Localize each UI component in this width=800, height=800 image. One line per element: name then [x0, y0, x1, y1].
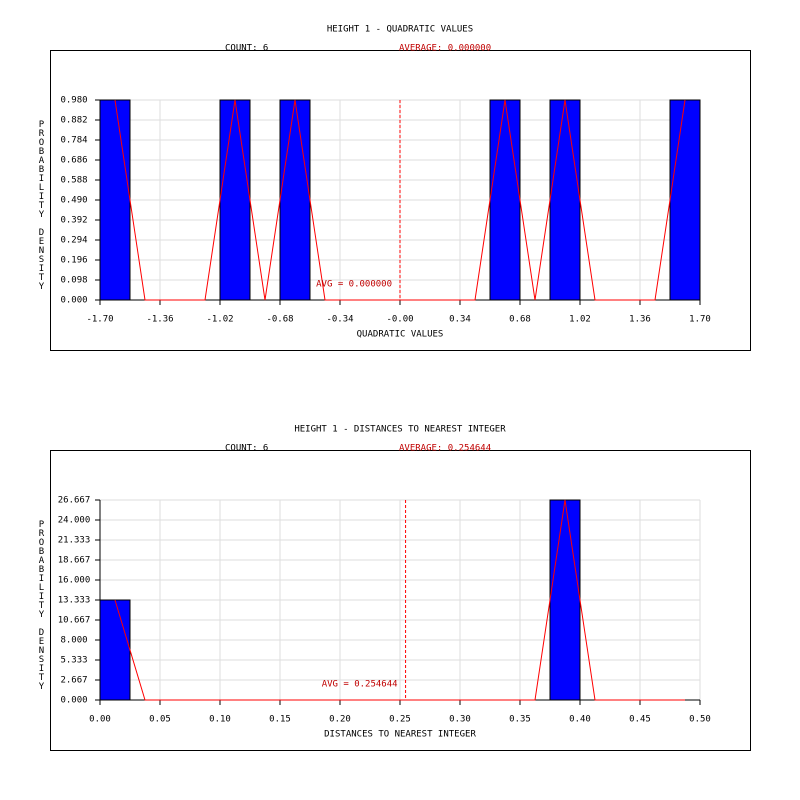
y-tick-label: 21.333	[58, 536, 91, 546]
y-tick-label: 0.000	[60, 696, 87, 706]
x-tick-label: -0.34	[326, 315, 353, 325]
bar	[219, 99, 251, 301]
x-tick-label: 1.02	[569, 315, 591, 325]
x-tick-label: 0.68	[509, 315, 531, 325]
y-axis-label: PROBABILITY DENSITY	[37, 520, 47, 691]
y-tick-label: 0.196	[60, 256, 87, 266]
x-tick-label: 1.36	[629, 315, 651, 325]
bar	[99, 99, 131, 301]
y-tick-label: 0.784	[60, 136, 87, 146]
bar	[549, 499, 581, 701]
x-tick-label: 0.15	[269, 715, 291, 725]
y-tick-label: 0.098	[60, 276, 87, 286]
x-tick-label: -1.70	[86, 315, 113, 325]
y-tick-label: 18.667	[58, 555, 91, 565]
chart-frame	[50, 50, 751, 351]
x-tick-label: -1.36	[146, 315, 173, 325]
average-label: AVERAGE: 0.254644	[399, 444, 491, 454]
x-tick-label: -1.02	[206, 315, 233, 325]
bar	[489, 99, 521, 301]
count-label: COUNT: 6	[225, 44, 268, 54]
count-label: COUNT: 6	[225, 444, 268, 454]
y-axis-label: PROBABILITY DENSITY	[37, 120, 47, 291]
x-tick-label: 0.50	[689, 715, 711, 725]
chart-title: HEIGHT 1 - DISTANCES TO NEAREST INTEGER	[294, 425, 506, 435]
y-tick-label: 0.392	[60, 216, 87, 226]
x-axis-label: QUADRATIC VALUES	[357, 330, 444, 340]
bar	[549, 99, 581, 301]
bar	[279, 99, 311, 301]
x-axis-label: DISTANCES TO NEAREST INTEGER	[324, 730, 476, 740]
y-tick-label: 0.294	[60, 236, 87, 246]
y-tick-label: 8.000	[60, 636, 87, 646]
x-tick-label: -0.68	[266, 315, 293, 325]
y-tick-label: 16.000	[58, 576, 91, 586]
bar	[99, 599, 131, 701]
frequency-polygon	[114, 99, 686, 301]
y-tick-label: 0.686	[60, 156, 87, 166]
y-tick-label: 26.667	[58, 496, 91, 506]
chart-frame	[50, 450, 751, 751]
x-tick-label: 0.34	[449, 315, 471, 325]
frequency-polygon	[114, 499, 685, 701]
y-tick-label: 0.980	[60, 96, 87, 106]
avg-label: AVG = 0.254644	[322, 680, 398, 690]
x-tick-label: 0.05	[149, 715, 171, 725]
x-tick-label: -0.00	[386, 315, 413, 325]
y-tick-label: 13.333	[58, 596, 91, 606]
x-tick-label: 0.35	[509, 715, 531, 725]
y-tick-label: 5.333	[60, 656, 87, 666]
y-tick-label: 0.882	[60, 116, 87, 126]
bar	[669, 99, 701, 301]
x-tick-label: 0.10	[209, 715, 231, 725]
avg-label: AVG = 0.000000	[316, 280, 392, 290]
y-tick-label: 10.667	[58, 615, 91, 625]
x-tick-label: 1.70	[689, 315, 711, 325]
y-tick-label: 0.490	[60, 196, 87, 206]
y-tick-label: 0.000	[60, 296, 87, 306]
x-tick-label: 0.25	[389, 715, 411, 725]
average-label: AVERAGE: 0.000000	[399, 44, 491, 54]
y-tick-label: 0.588	[60, 176, 87, 186]
x-tick-label: 0.30	[449, 715, 471, 725]
chart-title: HEIGHT 1 - QUADRATIC VALUES	[327, 25, 473, 35]
y-tick-label: 24.000	[58, 516, 91, 526]
y-tick-label: 2.667	[60, 675, 87, 685]
x-tick-label: 0.00	[89, 715, 111, 725]
x-tick-label: 0.20	[329, 715, 351, 725]
x-tick-label: 0.45	[629, 715, 651, 725]
x-tick-label: 0.40	[569, 715, 591, 725]
